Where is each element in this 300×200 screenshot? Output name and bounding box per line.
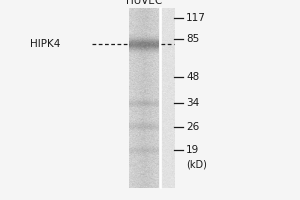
Text: 26: 26 — [186, 122, 199, 132]
Text: 117: 117 — [186, 13, 206, 23]
Text: 48: 48 — [186, 72, 199, 82]
Text: (kD): (kD) — [186, 160, 207, 170]
Text: 19: 19 — [186, 145, 199, 155]
Text: 34: 34 — [186, 98, 199, 108]
Text: HIPK4: HIPK4 — [30, 39, 60, 49]
Text: 85: 85 — [186, 34, 199, 45]
Text: HUVEC: HUVEC — [126, 0, 162, 6]
